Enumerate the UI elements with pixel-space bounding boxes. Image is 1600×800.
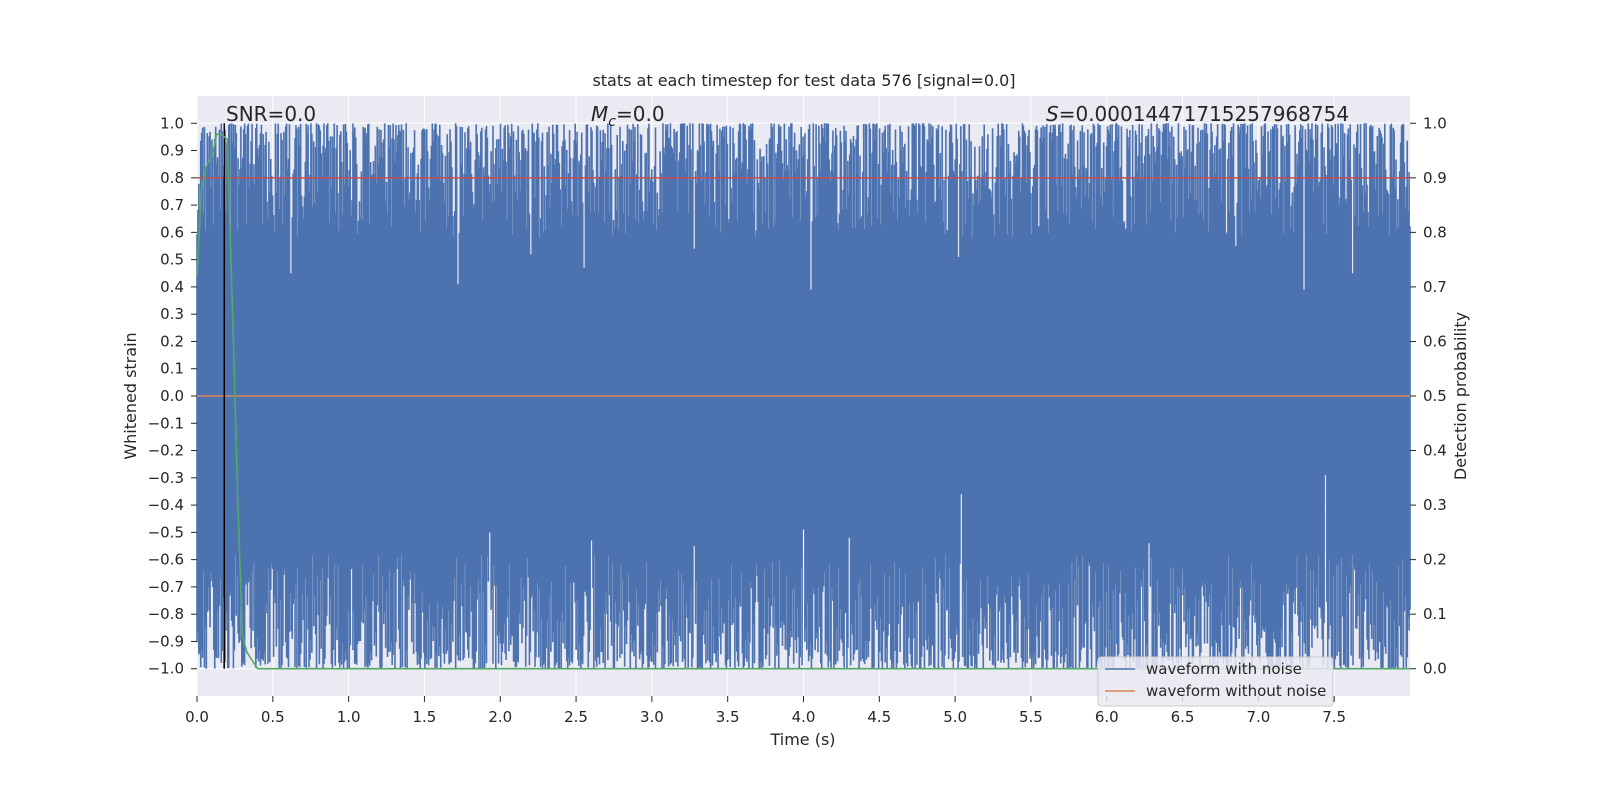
y-tick-label: 0.2 (160, 332, 184, 350)
waveform-with-noise-series (196, 123, 1411, 669)
x-tick-label: 3.0 (640, 708, 664, 726)
y-tick-label: −1.0 (148, 660, 184, 678)
legend-box (1097, 656, 1334, 707)
x-tick-label: 7.0 (1246, 708, 1270, 726)
y2-tick-label: 0.8 (1423, 223, 1447, 241)
y-tick-label: 0.9 (160, 142, 184, 160)
x-tick-label: 2.0 (488, 708, 512, 726)
score-annotation: S=0.00014471715257968754 (1046, 102, 1349, 126)
y-axis-left-ticks: 1.0 0.9 0.8 0.7 0.6 0.5 0.4 0.3 0.2 0.1 0.0 −0.1 −0.… (148, 114, 197, 678)
x-tick-label: 4.0 (792, 708, 816, 726)
y-tick-label: −0.8 (148, 605, 184, 623)
y2-tick-label: 0.3 (1423, 496, 1447, 514)
y2-tick-label: 0.0 (1423, 660, 1447, 678)
y-axis-right-ticks: 1.0 0.9 0.8 0.7 0.6 0.5 0.4 0.3 0.2 0.1 0.0 (1410, 114, 1447, 678)
y-tick-label: 1.0 (160, 114, 184, 132)
waveform-with-noise-line (196, 123, 1411, 669)
y2-tick-label: 1.0 (1423, 114, 1447, 132)
y-tick-label: 0.3 (160, 305, 184, 323)
y2-tick-label: 0.1 (1423, 605, 1447, 623)
y-tick-label: −0.9 (148, 632, 184, 650)
y-tick-label: 0.6 (160, 223, 184, 241)
x-axis-ticks: 0.0 0.5 1.0 1.5 2.0 2.5 3.0 3.5 4.0 4.5 5.0 5.5 6.0 6… (185, 696, 1346, 726)
y-tick-label: −0.6 (148, 551, 184, 569)
y-tick-label: 0.1 (160, 360, 184, 378)
y2-axis-label: Detection probability (1451, 312, 1470, 480)
y-tick-label: −0.1 (148, 414, 184, 432)
x-tick-label: 0.5 (261, 708, 285, 726)
y-tick-label: 0.4 (160, 278, 184, 296)
x-tick-label: 4.5 (867, 708, 891, 726)
x-tick-label: 5.5 (1019, 708, 1043, 726)
y2-tick-label: 0.7 (1423, 278, 1447, 296)
x-tick-label: 0.0 (185, 708, 209, 726)
y2-tick-label: 0.6 (1423, 332, 1447, 350)
legend-label-noisy: waveform with noise (1146, 660, 1302, 678)
x-tick-label: 1.0 (337, 708, 361, 726)
x-tick-label: 6.5 (1171, 708, 1195, 726)
y2-tick-label: 0.5 (1423, 387, 1447, 405)
y2-tick-label: 0.9 (1423, 169, 1447, 187)
y-tick-label: −0.3 (148, 469, 184, 487)
y-tick-label: −0.7 (148, 578, 184, 596)
x-tick-label: 6.0 (1095, 708, 1119, 726)
x-tick-label: 3.5 (716, 708, 740, 726)
y-axis-label: Whitened strain (121, 332, 140, 459)
y-tick-label: 0.5 (160, 251, 184, 269)
x-tick-label: 2.5 (564, 708, 588, 726)
y-tick-label: −0.4 (148, 496, 184, 514)
y-tick-label: −0.5 (148, 523, 184, 541)
snr-annotation: SNR=0.0 (226, 102, 316, 126)
detection-probability-line (196, 133, 1410, 670)
legend-label-clean: waveform without noise (1146, 682, 1326, 700)
y-tick-label: −0.2 (148, 442, 184, 460)
y-tick-label: 0.8 (160, 169, 184, 187)
x-axis-label: Time (s) (769, 730, 835, 749)
x-tick-label: 7.5 (1322, 708, 1346, 726)
x-tick-label: 5.0 (943, 708, 967, 726)
y-tick-label: 0.7 (160, 196, 184, 214)
chart-title: stats at each timestep for test data 576… (592, 71, 1015, 90)
y2-tick-label: 0.4 (1423, 442, 1447, 460)
overlay-lines (196, 123, 1410, 670)
x-tick-label: 1.5 (413, 708, 437, 726)
y-tick-label: 0.0 (160, 387, 184, 405)
legend: waveform with noise waveform without noi… (1097, 656, 1334, 707)
chirp-mass-annotation: Mc=0.0 (591, 102, 665, 130)
y2-tick-label: 0.2 (1423, 551, 1447, 569)
